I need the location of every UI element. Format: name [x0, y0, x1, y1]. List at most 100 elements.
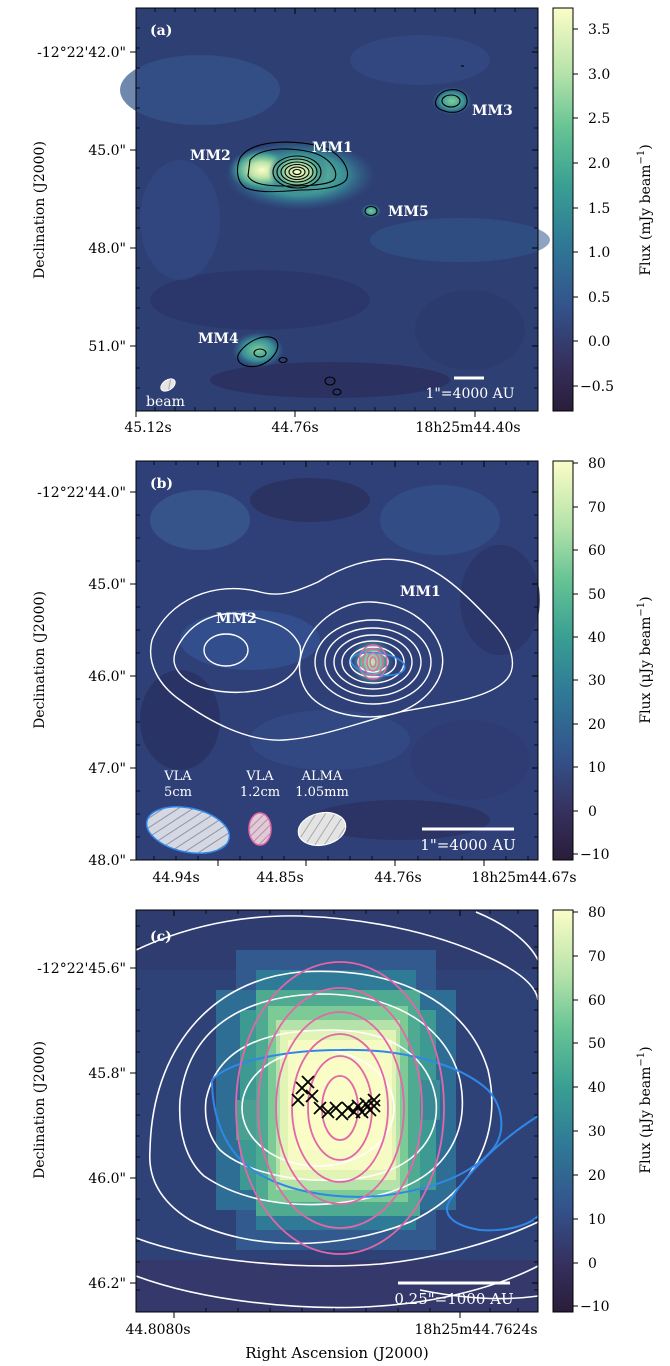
panel-c-major-ticks	[130, 910, 538, 1318]
panel-c-colorbar	[552, 909, 574, 1313]
panel-a-label-mm1: MM1	[312, 140, 353, 156]
panel-c: -12°22'45.6" 45.8" 46.0" 46.2" 44.8080s …	[32, 905, 654, 1362]
panel-a-ytick-1: 45.0"	[88, 143, 126, 159]
panel-b-beam-alma-line1: ALMA	[301, 769, 343, 784]
panel-a-cbar-label: Flux (mJy beam−1)	[636, 144, 654, 275]
panel-a-beam-label: beam	[146, 394, 185, 410]
panel-b-cbar-tick-3: 50	[588, 587, 606, 603]
panel-b-xtick-2: 44.76s	[374, 870, 421, 886]
panel-b-cbar-tick-7: 10	[588, 760, 606, 776]
panel-c-cbar-tick-4: 40	[588, 1080, 606, 1096]
panel-b-xtick-3: 18h25m44.67s	[471, 870, 576, 886]
panel-a-ylabel: Declination (J2000)	[32, 141, 48, 279]
panel-a-major-ticks	[130, 8, 538, 417]
panel-b-colorbar-ticks	[573, 462, 578, 855]
panel-c-cbar-tick-0: 80	[588, 905, 606, 921]
panel-c-ylabel: Declination (J2000)	[32, 1041, 48, 1179]
panel-a-xtick-2: 18h25m44.40s	[415, 420, 520, 436]
panel-b-label-mm1: MM1	[400, 584, 441, 600]
panel-b-cbar-tick-1: 70	[588, 500, 606, 516]
panel-a-label-mm5: MM5	[388, 204, 429, 220]
panel-c-cbar-tick-3: 50	[588, 1036, 606, 1052]
panel-a-beam-ellipse	[160, 378, 176, 392]
panel-c-colorbar-ticks	[573, 911, 578, 1307]
panel-b-tag: (b)	[150, 476, 173, 492]
panel-c-cbar-tick-6: 20	[588, 1168, 606, 1184]
panel-b-beam-alma	[297, 811, 347, 847]
panel-a-cbar-tick-1: 3.0	[588, 67, 610, 83]
panel-c-scalebar-label: 0.25"=1000 AU	[394, 1290, 513, 1308]
panel-b-contours-vla12cm	[358, 644, 388, 680]
panel-a-cbar-tick-7: 0.0	[588, 334, 610, 350]
panel-b-cbar-tick-9: −10	[580, 847, 610, 863]
panel-a-colorbar-ticks	[573, 28, 578, 387]
panel-c-cbar-label: Flux (μJy beam−1)	[636, 1046, 654, 1173]
panel-b-xtick-1: 44.85s	[256, 870, 303, 886]
panel-b-cbar-label: Flux (μJy beam−1)	[636, 596, 654, 723]
panel-a-minor-ticks	[136, 8, 538, 411]
panel-b-cbar-tick-5: 30	[588, 673, 606, 689]
panel-b-minor-ticks	[136, 461, 538, 860]
panel-c-cbar-tick-7: 10	[588, 1212, 606, 1228]
panel-a-xtick-1: 44.76s	[271, 420, 318, 436]
panel-c-cbar-tick-8: 0	[588, 1256, 597, 1272]
panel-a-cbar-tick-0: 3.5	[588, 22, 610, 38]
panel-b-frame	[135, 460, 539, 861]
panel-b-beam-vla5-line2: 5cm	[164, 785, 192, 800]
panel-c-frame	[135, 909, 539, 1313]
panel-a-label-mm4: MM4	[198, 331, 239, 347]
panel-a-cbar-tick-5: 1.0	[588, 245, 610, 261]
panel-b-beam-vla5-line1: VLA	[163, 769, 192, 784]
panel-c-xtick-1: 18h25m44.7624s	[415, 1322, 538, 1338]
panel-c-ytick-2: 46.0"	[88, 1171, 126, 1187]
panel-b-beam-alma-line2: 1.05mm	[295, 785, 349, 800]
panel-b-image	[136, 461, 540, 860]
panel-c-xtick-0: 44.8080s	[125, 1322, 190, 1338]
x-axis-label: Right Ascension (J2000)	[245, 1344, 428, 1362]
panel-b-contours-alma	[150, 558, 514, 741]
panel-c-ytick-3: 46.2"	[88, 1276, 126, 1292]
panel-a-ytick-0: -12°22'42.0"	[37, 45, 126, 61]
panel-b-cbar-tick-6: 20	[588, 717, 606, 733]
panel-b: -12°22'44.0" 45.0" 46.0" 47.0" 48.0" 44.…	[32, 456, 654, 886]
panel-a-tag: (a)	[150, 23, 172, 39]
panel-b-beam-vla12cm	[248, 812, 272, 846]
panel-c-ytick-1: 45.8"	[88, 1066, 126, 1082]
panel-b-beam-vla12-line1: VLA	[245, 769, 274, 784]
panel-a-label-mm3: MM3	[472, 103, 513, 119]
panel-a-ytick-3: 51.0"	[88, 339, 126, 355]
panel-a: -12°22'42.0" 45.0" 48.0" 51.0" 45.12s 44…	[32, 7, 654, 436]
panel-c-cbar-tick-9: −10	[580, 1299, 610, 1315]
panel-c-tag: (c)	[150, 929, 172, 945]
panel-b-label-mm2: MM2	[216, 611, 257, 627]
panel-b-cbar-tick-0: 80	[588, 456, 606, 472]
panel-a-label-mm2: MM2	[190, 148, 231, 164]
panel-a-cbar-tick-3: 2.0	[588, 156, 610, 172]
panel-b-colorbar	[552, 460, 574, 861]
panel-b-ytick-1: 45.0"	[88, 577, 126, 593]
panel-a-ytick-2: 48.0"	[88, 241, 126, 257]
panel-b-ytick-2: 46.0"	[88, 669, 126, 685]
panel-c-cbar-tick-1: 70	[588, 949, 606, 965]
panel-c-ytick-0: -12°22'45.6"	[37, 961, 126, 977]
panel-a-scalebar-label: 1"=4000 AU	[425, 386, 514, 402]
panel-a-cbar-tick-4: 1.5	[588, 201, 610, 217]
panel-a-frame	[135, 7, 539, 412]
panel-b-ytick-0: -12°22'44.0"	[37, 485, 126, 501]
panel-a-cbar-tick-8: −0.5	[580, 379, 614, 395]
panel-a-cbar-tick-6: 0.5	[588, 290, 610, 306]
panel-a-image	[120, 8, 550, 411]
panel-c-contours-alma	[135, 911, 539, 1309]
panel-a-cbar-tick-2: 2.5	[588, 111, 610, 127]
panel-a-colorbar	[552, 7, 574, 412]
panel-b-cbar-tick-8: 0	[588, 804, 597, 820]
panel-b-beam-vla5cm	[145, 806, 231, 854]
panel-b-beam-vla12-line2: 1.2cm	[240, 785, 280, 800]
panel-b-xtick-0: 44.94s	[152, 870, 199, 886]
panel-c-maser-spots	[291, 1075, 381, 1121]
panel-c-cbar-tick-5: 30	[588, 1124, 606, 1140]
panel-b-cbar-tick-4: 40	[588, 630, 606, 646]
panel-b-ytick-3: 47.0"	[88, 761, 126, 777]
panel-c-cbar-tick-2: 60	[588, 993, 606, 1009]
